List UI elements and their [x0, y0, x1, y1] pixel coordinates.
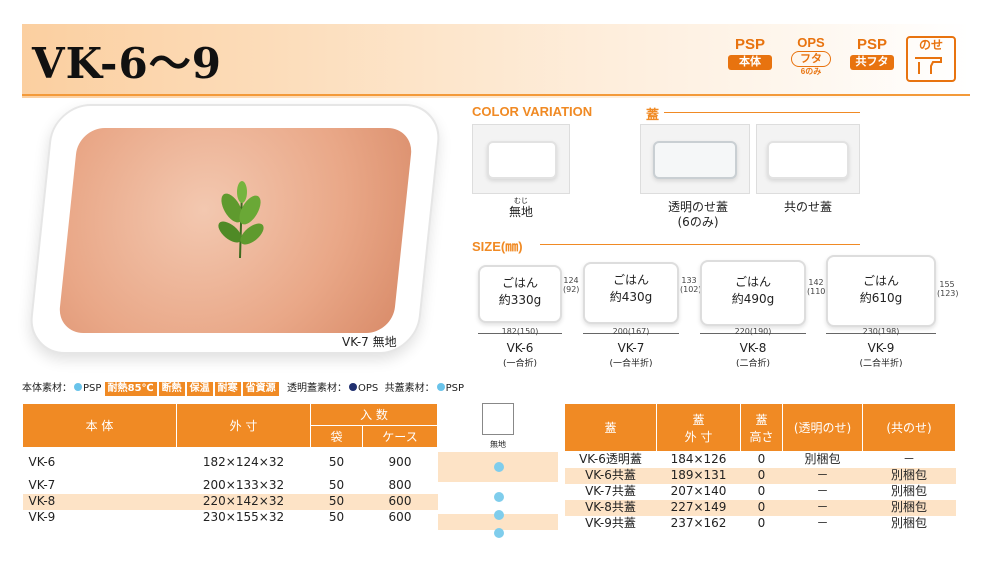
height-dim: 155 (123) [937, 280, 959, 298]
table-row: VK-9共蓋 237×162 0 －別梱包 [585, 516, 927, 530]
lid-icon [915, 57, 942, 74]
table-row: VK-6透明蓋 184×126 0 別梱包－ [579, 452, 915, 467]
badge-bottom: 本体 [728, 55, 772, 70]
feature-tag: 耐熱85℃ [104, 382, 157, 396]
size-tray-vk6: ごはん 約330g [478, 265, 562, 323]
available-dot-icon [494, 462, 504, 472]
psp-shared-lid-badge: PSP 共フタ [846, 36, 898, 84]
badge-top: OPS [797, 35, 825, 50]
color-plain-thumb [472, 124, 570, 194]
lid-rule [664, 112, 860, 113]
swatch-label: 無地 [490, 440, 506, 449]
available-dot-icon [494, 492, 504, 502]
width-dim: 200(167) [612, 327, 650, 336]
badge-bottom: フタ [791, 51, 831, 67]
feature-tag: 耐寒 [214, 382, 241, 396]
lid-shared-label: 共のせ蓋 [783, 200, 832, 214]
available-dot-icon [494, 510, 504, 520]
col-header-lid-height: 蓋高さ [740, 403, 783, 452]
col-header-dim: 外 寸 [176, 403, 311, 448]
materials-line: 本体素材： PSP 耐熱85℃ 断熱 保温 耐寒 省資源 透明蓋素材： OPS 共蓋素材： P… [22, 382, 465, 396]
size-model-vk6: VK-6 (一合折) [502, 341, 538, 369]
col-header-bag: 袋 [310, 425, 363, 448]
swatch-cell-bg [438, 514, 558, 530]
table-row: VK-6共蓋 189×131 0 －別梱包 [564, 467, 956, 484]
col-header-clear: (透明のせ) [782, 403, 863, 452]
body-spec-table: 本 体 外 寸 入 数 袋 ケース VK-6 182×124×32 50 900 VK… [22, 403, 438, 526]
lid-clear-label: 透明のせ蓋 (6のみ) [667, 200, 728, 229]
height-dim: 124 (92) [563, 276, 580, 294]
feature-tag: 保温 [186, 382, 213, 396]
feature-tag: 断熱 [158, 382, 185, 396]
psp-dot-icon [436, 383, 445, 391]
width-dim: 230(198) [862, 327, 900, 336]
table-row: VK-8共蓋 227×149 0 －別梱包 [564, 499, 956, 516]
size-title: SIZE(㎜) [472, 239, 523, 254]
feature-tag: 省資源 [242, 382, 279, 396]
col-header-lid-dim: 蓋外 寸 [656, 403, 741, 452]
table-row: VK-7 200×133×32 50 800 [28, 478, 412, 492]
col-header-qty: 入 数 [310, 403, 438, 426]
height-dim: 133 (102) [680, 276, 702, 294]
badge-top: PSP [856, 36, 887, 53]
badge-bottom: 共フタ [850, 55, 894, 70]
height-dim: 142 (110) [807, 278, 829, 296]
table-row: VK-7共蓋 207×140 0 －別梱包 [585, 484, 927, 498]
lid-clear-thumb [640, 124, 750, 194]
col-header-case: ケース [362, 425, 438, 448]
badge-top: PSP [734, 36, 765, 53]
width-dim: 182(150) [501, 327, 539, 336]
size-tray-vk7: ごはん 約430g [583, 262, 679, 324]
header-divider [22, 94, 970, 96]
lid-spec-table: 蓋 蓋外 寸 蓋高さ (透明のせ) (共のせ) VK-6透明蓋 184×126 0 別… [564, 403, 956, 532]
col-header-body: 本 体 [22, 403, 177, 448]
size-model-vk7: VK-7 (一合半折) [609, 341, 653, 369]
size-tray-vk9: ごはん 約610g [826, 255, 936, 327]
available-dot-icon [494, 528, 504, 538]
nose-lid-badge: のせ [906, 36, 956, 82]
badge-top: のせ [918, 38, 943, 52]
page-title: VK-6～9 [32, 39, 222, 88]
size-model-vk8: VK-8 (二合折) [735, 341, 771, 369]
lid-shared-thumb [756, 124, 860, 194]
size-model-vk9: VK-9 (二合半折) [859, 341, 903, 369]
table-row: VK-9 230×155×32 50 600 [28, 510, 412, 524]
color-label: 無地 [508, 205, 533, 219]
color-ruby: むじ [514, 197, 528, 205]
garnish-leaf-icon [218, 181, 264, 259]
width-dim: 220(190) [734, 327, 772, 336]
width-line [826, 333, 936, 334]
col-header-lid: 蓋 [564, 403, 657, 452]
width-line [700, 333, 806, 334]
photo-caption: VK-7 無地 [342, 335, 397, 349]
width-line [478, 333, 562, 334]
size-tray-vk8: ごはん 約490g [700, 260, 806, 326]
col-header-shared: (共のせ) [862, 403, 956, 452]
width-line [583, 333, 679, 334]
color-variation-title: COLOR VARIATION [472, 104, 593, 119]
table-row: VK-8 220×142×32 50 600 [22, 493, 438, 510]
ops-lid-badge: OPS フタ 6のみ [785, 36, 837, 84]
badge-small: 6のみ [800, 67, 822, 76]
title-band [22, 24, 970, 98]
plain-swatch [482, 403, 514, 435]
psp-body-badge: PSP 本体 [724, 36, 776, 84]
psp-dot-icon [74, 383, 82, 391]
table-row: VK-6 182×124×32 50 900 [28, 455, 412, 470]
ops-dot-icon [349, 383, 357, 391]
size-rule [540, 244, 860, 245]
lid-title: 蓋 [646, 107, 660, 122]
